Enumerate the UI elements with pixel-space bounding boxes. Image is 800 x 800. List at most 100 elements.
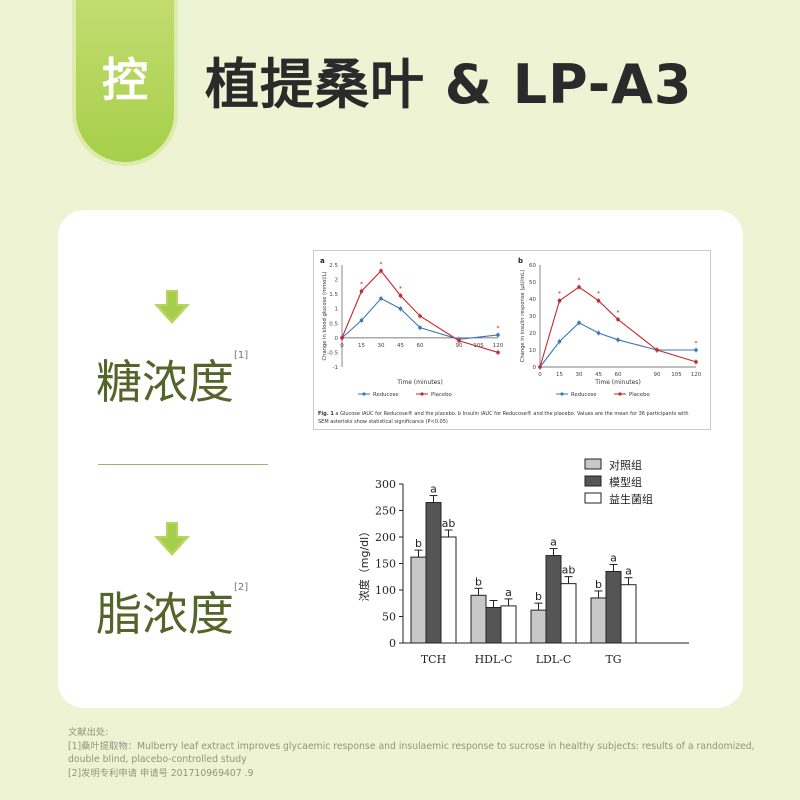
data-point xyxy=(379,296,383,301)
down-arrow-icon xyxy=(154,522,190,556)
series-line-placebo xyxy=(341,269,499,353)
significance-letter: b xyxy=(415,537,422,550)
y-tick-label: 1.5 xyxy=(329,292,338,298)
x-tick-label: LDL-C xyxy=(536,653,572,666)
down-arrow-icon xyxy=(154,290,190,324)
y-tick-label: 100 xyxy=(375,584,396,597)
significance-star: * xyxy=(617,309,620,316)
x-tick-label: 45 xyxy=(397,343,404,349)
legend-label: 对照组 xyxy=(609,458,642,472)
y-tick-label: 0 xyxy=(389,637,396,650)
x-tick-label: 120 xyxy=(493,343,504,349)
significance-letter: a xyxy=(430,483,437,496)
data-point xyxy=(616,338,620,342)
series-line-reducose xyxy=(539,322,696,368)
significance-star: * xyxy=(597,291,600,298)
legend-marker xyxy=(362,392,366,396)
y-tick-label: 2.5 xyxy=(329,263,338,269)
data-point xyxy=(694,348,698,352)
bar xyxy=(440,536,457,644)
y-tick-label: 250 xyxy=(375,505,396,518)
significance-letter: b xyxy=(595,578,602,591)
y-axis-label: 浓度（mg/dl） xyxy=(357,526,371,601)
significance-star: * xyxy=(497,325,500,332)
y-tick-label: 0 xyxy=(533,365,537,371)
significance-letter: a xyxy=(625,565,632,578)
significance-star: * xyxy=(578,277,581,284)
bar xyxy=(620,584,637,644)
data-point xyxy=(340,336,344,340)
bar xyxy=(500,605,517,644)
bar xyxy=(410,556,427,644)
significance-letter: b xyxy=(475,575,482,588)
significance-star: * xyxy=(380,261,383,268)
x-tick-label: 105 xyxy=(473,343,484,349)
y-tick-label: 0 xyxy=(335,336,339,342)
legend-placebo: Placebo xyxy=(431,392,452,398)
panel-letter: b xyxy=(518,257,523,265)
data-point xyxy=(496,350,500,355)
legend-reducose: Reducose xyxy=(373,392,399,398)
legend-swatch xyxy=(584,492,602,504)
badge: 控 xyxy=(72,0,178,166)
x-axis-label: Time (minutes) xyxy=(396,379,443,386)
y-tick-label: -1 xyxy=(333,365,338,371)
data-point xyxy=(457,338,461,343)
bar xyxy=(560,583,577,644)
significance-letter: a xyxy=(505,586,512,599)
legend-placebo: Placebo xyxy=(629,392,650,398)
y-tick-label: 0.5 xyxy=(329,321,338,327)
glucose-label: 糖浓度[1] xyxy=(96,350,249,409)
bar-figure: 0 50 100 150 200 250 300 浓度（mg/dl） b a ab TCH b a HDL-… xyxy=(355,455,695,680)
legend-marker xyxy=(618,392,622,396)
data-point xyxy=(418,314,422,318)
y-tick-label: -0.5 xyxy=(327,350,338,356)
significance-star: * xyxy=(360,281,363,288)
series-line-placebo xyxy=(539,286,697,368)
y-tick-label: 200 xyxy=(375,531,396,544)
figure-caption-line2: SEM asterisks show statistical significa… xyxy=(318,419,448,425)
data-point xyxy=(577,285,581,289)
legend-swatch xyxy=(584,475,602,487)
x-tick-label: TG xyxy=(605,653,621,666)
x-tick-label: 30 xyxy=(576,372,583,378)
x-tick-label: 0 xyxy=(538,372,542,378)
data-point xyxy=(398,293,403,298)
reference-2: [2]发明专利申请 申请号 201710969407 .9 xyxy=(68,767,254,779)
data-point xyxy=(379,269,383,273)
significance-star: * xyxy=(558,291,561,298)
y-tick-label: 40 xyxy=(529,297,536,303)
y-tick-label: 300 xyxy=(375,478,396,491)
y-axis-label: Change in blood glucose (mmol/L) xyxy=(322,272,328,361)
y-tick-label: 50 xyxy=(529,280,536,286)
bar xyxy=(530,609,547,644)
x-tick-label: 90 xyxy=(456,343,463,349)
reference-1: [1]桑叶提取物：Mulberry leaf extract improves … xyxy=(68,740,755,766)
figure-caption: Fig. 1 a Glucose iAUC for Reducose® and … xyxy=(318,410,689,417)
bar xyxy=(545,555,562,644)
bar xyxy=(470,594,487,644)
data-point xyxy=(398,306,403,311)
data-point xyxy=(496,333,500,337)
x-tick-label: 60 xyxy=(615,372,622,378)
clinical-figure: a 2.5 2 1.5 1 0.5 0 -0.5 -1 0 15 30 45 60 90 105 120 Time… xyxy=(313,250,711,430)
y-axis-label: Change in insulin response (µU/mL) xyxy=(520,270,526,362)
x-tick-label: 0 xyxy=(340,343,344,349)
significance-letter: ab xyxy=(562,564,576,577)
legend-label: 模型组 xyxy=(609,475,642,489)
significance-letter: a xyxy=(550,536,557,549)
line-charts: a2.521.510.50-0.5-10 15 30 45 60 90 105 120Time… xyxy=(318,257,702,425)
divider xyxy=(98,464,268,465)
lipid-label: 脂浓度[2] xyxy=(96,582,249,641)
x-tick-label: 15 xyxy=(358,343,365,349)
data-point xyxy=(418,325,422,330)
page-title: 植提桑叶 & LP-A3 xyxy=(205,53,693,116)
significance-letter: ab xyxy=(442,517,456,530)
y-tick-label: 50 xyxy=(382,611,396,624)
x-tick-label: 15 xyxy=(556,372,563,378)
data-point xyxy=(557,339,562,344)
y-tick-label: 30 xyxy=(529,314,536,320)
x-tick-label: 90 xyxy=(654,372,661,378)
y-tick-label: 60 xyxy=(529,263,536,269)
